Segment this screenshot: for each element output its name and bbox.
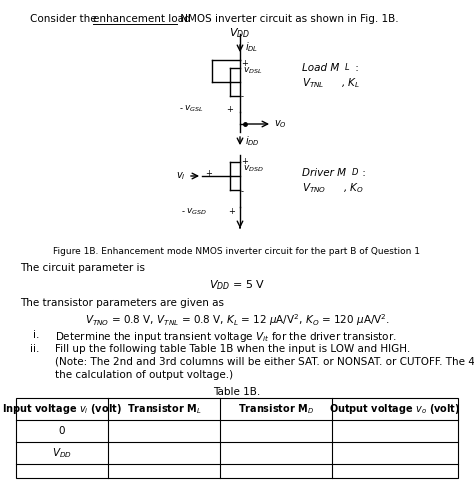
Text: $V_{DD}$ = 5 V: $V_{DD}$ = 5 V — [209, 278, 265, 292]
Text: Load M: Load M — [302, 63, 339, 73]
Text: $i_{DD}$: $i_{DD}$ — [245, 134, 260, 148]
Text: +: + — [228, 208, 235, 216]
Text: D: D — [352, 168, 358, 177]
Bar — [16, 398, 458, 478]
Text: $v_I$: $v_I$ — [176, 170, 186, 182]
Text: +: + — [241, 58, 248, 68]
Text: L: L — [345, 63, 350, 72]
Text: The transistor parameters are given as: The transistor parameters are given as — [20, 298, 224, 308]
Text: -: - — [241, 187, 244, 197]
Text: +: + — [241, 157, 248, 167]
Text: +: + — [226, 104, 233, 114]
Text: $v_{GSD}$: $v_{GSD}$ — [186, 207, 207, 217]
Text: $v_{DSD}$: $v_{DSD}$ — [243, 164, 264, 174]
Text: Fill up the following table Table 1B when the input is LOW and HIGH.: Fill up the following table Table 1B whe… — [55, 344, 410, 354]
Text: 0: 0 — [59, 426, 65, 436]
Text: -: - — [182, 208, 185, 216]
Text: ii.: ii. — [30, 344, 39, 354]
Text: Consider the: Consider the — [30, 14, 100, 24]
Text: The circuit parameter is: The circuit parameter is — [20, 263, 145, 273]
Text: Input voltage $v_i$ (volt): Input voltage $v_i$ (volt) — [2, 402, 122, 416]
Text: NMOS inverter circuit as shown in Fig. 1B.: NMOS inverter circuit as shown in Fig. 1… — [177, 14, 399, 24]
Text: $i_{DL}$: $i_{DL}$ — [245, 40, 258, 54]
Text: Transistor M$_L$: Transistor M$_L$ — [127, 402, 201, 416]
Text: Determine the input transient voltage $V_{it}$ for the driver transistor.: Determine the input transient voltage $V… — [55, 330, 397, 344]
Text: :: : — [359, 168, 366, 178]
Text: $V_{TNL}$: $V_{TNL}$ — [302, 76, 325, 90]
Text: $v_{DSL}$: $v_{DSL}$ — [243, 66, 262, 76]
Text: $V_{TNO}$ = 0.8 V, $V_{TNL}$ = 0.8 V, $K_L$ = 12 $\mu$A/V$^2$, $K_O$ = 120 $\mu$: $V_{TNO}$ = 0.8 V, $V_{TNL}$ = 0.8 V, $K… — [84, 312, 390, 328]
Text: $V_{TNO}$: $V_{TNO}$ — [302, 181, 327, 195]
Text: $v_{GSL}$: $v_{GSL}$ — [184, 104, 203, 114]
Text: Driver M: Driver M — [302, 168, 346, 178]
Text: $V_{DD}$: $V_{DD}$ — [52, 446, 72, 460]
Text: (Note: The 2nd and 3rd columns will be either SAT. or NONSAT. or CUTOFF. The 4th: (Note: The 2nd and 3rd columns will be e… — [55, 357, 474, 367]
Text: Table 1B.: Table 1B. — [213, 387, 261, 397]
Text: the calculation of output voltage.): the calculation of output voltage.) — [55, 370, 233, 380]
Text: enhancement load: enhancement load — [93, 14, 191, 24]
Text: $V_{DD}$: $V_{DD}$ — [229, 26, 251, 40]
Text: i.: i. — [33, 330, 39, 340]
Text: , $K_O$: , $K_O$ — [340, 181, 364, 195]
Text: Output voltage $v_o$ (volt): Output voltage $v_o$ (volt) — [329, 402, 461, 416]
Text: , $K_L$: , $K_L$ — [338, 76, 360, 90]
Text: :: : — [352, 63, 359, 73]
Text: Transistor M$_D$: Transistor M$_D$ — [238, 402, 314, 416]
Text: $v_O$: $v_O$ — [274, 118, 287, 130]
Text: -: - — [180, 104, 183, 114]
Text: Figure 1B. Enhancement mode NMOS inverter circuit for the part B of Question 1: Figure 1B. Enhancement mode NMOS inverte… — [54, 247, 420, 256]
Text: +: + — [205, 169, 212, 177]
Text: -: - — [241, 93, 244, 101]
